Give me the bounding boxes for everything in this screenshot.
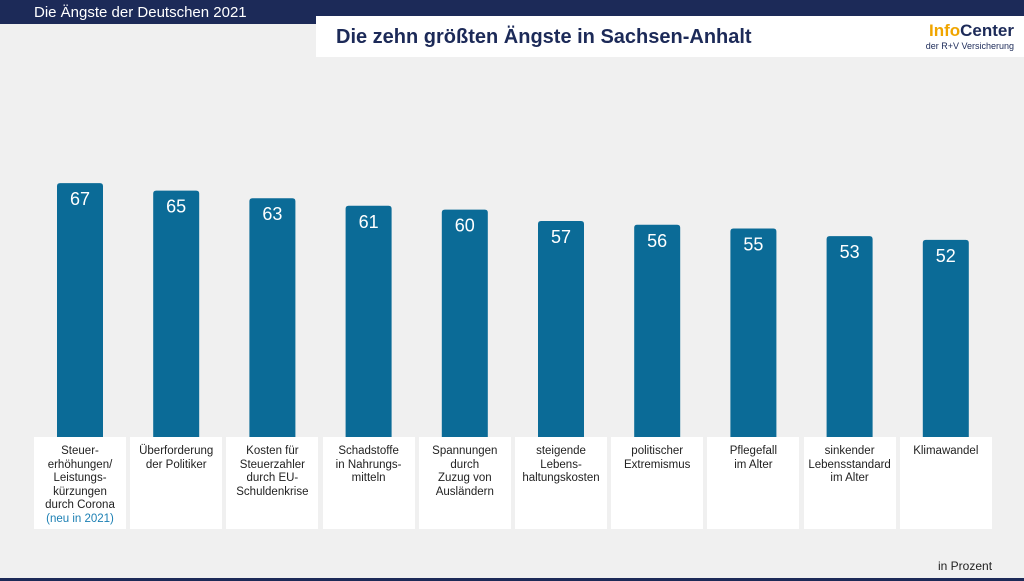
logo-part: Center: [960, 21, 1014, 40]
bar: [153, 190, 200, 437]
category-box: Steuer- erhöhungen/ Leistungs- kürzungen…: [34, 437, 126, 529]
logo-subtitle: der R+V Versicherung: [925, 41, 1014, 51]
category-label: Spannungen durch Zuzug von Ausländern: [432, 445, 498, 498]
title-box: Die zehn größten Ängste in Sachsen-Anhal…: [316, 16, 1024, 57]
data-label: 67: [70, 189, 90, 209]
category-box: steigende Lebens- haltungskosten: [515, 437, 607, 529]
data-label: 63: [262, 204, 282, 224]
bar: [922, 239, 969, 437]
category-box: Überforderung der Politiker: [130, 437, 223, 529]
category-label: sinkender Lebensstandard im Alter: [808, 445, 891, 484]
data-label: 52: [936, 246, 956, 266]
category-label: steigende Lebens- haltungskosten: [522, 445, 600, 484]
category-box: Schadstoffe in Nahrungs- mitteln: [322, 437, 415, 529]
section-title: Die Ängste der Deutschen 2021: [34, 4, 247, 21]
category-box: Spannungen durch Zuzug von Ausländern: [418, 437, 511, 529]
category-label: Schadstoffe in Nahrungs- mitteln: [335, 445, 402, 484]
bar: [634, 224, 681, 437]
category-label: politischer Extremismus: [623, 445, 691, 471]
bar: [538, 220, 584, 437]
bar: [441, 209, 488, 437]
category-label: Steuer- erhöhungen/ Leistungs- kürzungen…: [45, 445, 115, 511]
category-label: Kosten für Steuerzahler durch EU- Schuld…: [236, 445, 309, 498]
unit-note: in Prozent: [938, 559, 993, 573]
category-box: Klimawandel: [899, 437, 992, 529]
logo: InfoCenter: [929, 21, 1014, 41]
data-label: 57: [551, 227, 571, 247]
data-label: 56: [647, 231, 667, 251]
logo-part: Info: [928, 21, 961, 40]
bar: [249, 198, 296, 437]
bar: [57, 183, 103, 437]
annotation: (neu in 2021): [46, 512, 114, 525]
bar: [730, 228, 777, 437]
category-box: Kosten für Steuerzahler durch EU- Schuld…: [226, 437, 319, 529]
category-label: Überforderung der Politiker: [139, 445, 214, 471]
bottom-line: [0, 578, 1024, 581]
category-box: Pflegefall im Alter: [707, 437, 800, 529]
category-box: politischer Extremismus: [611, 437, 704, 529]
data-label: 60: [455, 216, 475, 236]
bar: [345, 205, 392, 437]
chart-title: Die zehn größten Ängste in Sachsen-Anhal…: [336, 26, 752, 48]
category-label: Pflegefall im Alter: [729, 445, 778, 471]
data-label: 53: [840, 242, 860, 262]
bar: [826, 236, 873, 437]
category-label: Klimawandel: [913, 445, 979, 457]
data-label: 55: [743, 235, 763, 255]
category-box: sinkender Lebensstandard im Alter: [803, 437, 896, 529]
data-label: 61: [359, 212, 379, 232]
data-label: 65: [166, 197, 186, 217]
